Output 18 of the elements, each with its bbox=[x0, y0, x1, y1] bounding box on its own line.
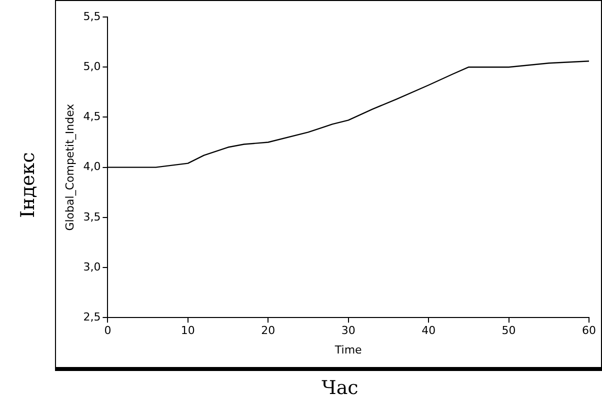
text: Час bbox=[322, 377, 358, 399]
x-tick-label: 40 bbox=[422, 324, 436, 338]
x-tick-label: 20 bbox=[261, 324, 276, 338]
x-tick-label: 0 bbox=[104, 324, 112, 338]
y-tick-label: 2,5 bbox=[83, 310, 101, 324]
x-tick-label: 30 bbox=[341, 324, 356, 338]
x-axis-title: Time bbox=[334, 343, 362, 356]
text: Індекс bbox=[17, 152, 39, 218]
x-tick-label: 10 bbox=[180, 324, 195, 338]
y-tick-label: 4,5 bbox=[83, 110, 101, 124]
y-tick-label: 5,5 bbox=[83, 10, 101, 23]
y-axis-title: Global_Competit_Index bbox=[63, 103, 76, 231]
x-tick-label: 60 bbox=[582, 324, 596, 338]
y-tick-label: 4,0 bbox=[83, 160, 101, 174]
y-tick-label: 5,0 bbox=[83, 60, 101, 73]
y-tick-label: 3,5 bbox=[83, 210, 101, 224]
y-tick-label: 3,0 bbox=[83, 260, 101, 274]
x-tick-label: 50 bbox=[502, 324, 516, 338]
